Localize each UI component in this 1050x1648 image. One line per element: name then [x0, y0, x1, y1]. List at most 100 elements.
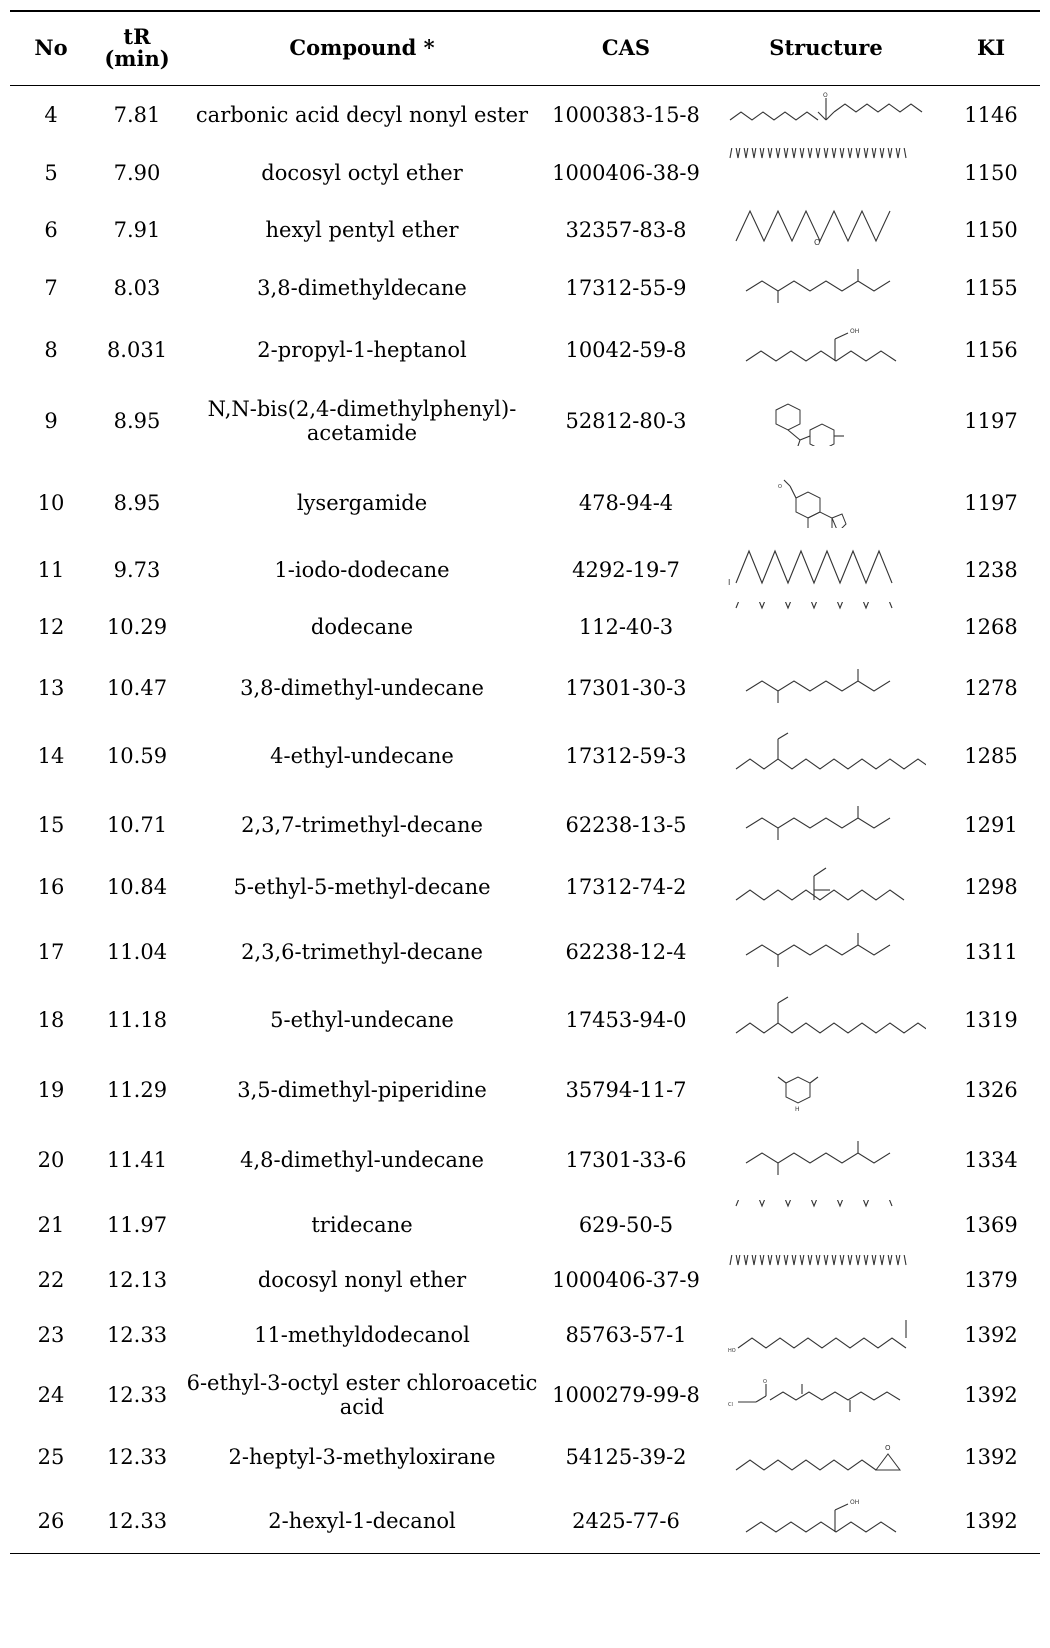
cell-structure: H: [710, 1055, 942, 1125]
table-row: 9 8.95 N,N-bis(2,4-dimethylphenyl)-acetami…: [10, 381, 1040, 461]
cell-tr: 8.031: [106, 337, 168, 362]
cell-ki: 1150: [964, 161, 1018, 185]
cell-structure: [710, 258, 942, 318]
table-row: 12 10.29 dodecane 112-40-3 1268: [10, 595, 1040, 659]
cell-no: 7: [44, 276, 58, 300]
table-row: 26 12.33 2-hexyl-1-decanol 2425-77-6 OH 1392: [10, 1489, 1040, 1553]
cell-ki: 1268: [964, 615, 1018, 639]
cell-cas: 35794-11-7: [565, 1078, 687, 1102]
cell-no: 14: [37, 744, 65, 768]
cell-structure: [710, 717, 942, 795]
svg-text:OH: OH: [850, 328, 859, 335]
table-row: 13 10.47 3,8-dimethyl-undecane 17301-30-3 12…: [10, 659, 1040, 717]
cell-ki: 1326: [964, 1078, 1018, 1102]
structure-alcohol-icon: OH: [745, 1499, 897, 1533]
table-row: 25 12.33 2-heptyl-3-methyloxirane 54125-39-…: [10, 1425, 1040, 1489]
cell-tr: 11.29: [106, 1078, 168, 1102]
table-row: 16 10.84 5-ethyl-5-methyl-decane 17312-74-2…: [10, 855, 1040, 919]
cell-cas: 629-50-5: [578, 1213, 674, 1237]
table-row: 8 8.031 2-propyl-1-heptanol 10042-59-8 OH 115…: [10, 318, 1040, 381]
svg-text:H: H: [795, 1106, 800, 1113]
table-row: 21 11.97 tridecane 629-50-5 1369: [10, 1195, 1040, 1255]
cell-structure: OH: [710, 1489, 942, 1553]
cell-compound: 5-ethyl-undecane: [270, 1008, 454, 1032]
structure-long-ether-icon: [729, 1255, 907, 1266]
structure-branched-alkane-icon: [745, 933, 891, 967]
svg-text:HO: HO: [728, 1348, 736, 1354]
cell-no: 4: [44, 103, 58, 128]
structure-carbonate-ester-icon: O: [729, 92, 923, 121]
structure-long-ether-icon: [729, 148, 907, 159]
cell-ki: 1319: [964, 1008, 1018, 1032]
header-no: No: [34, 35, 68, 61]
cell-compound: 3,8-dimethyldecane: [257, 276, 467, 300]
cell-structure: Cl O: [710, 1365, 942, 1425]
cell-no: 10: [37, 491, 65, 515]
cell-structure: I: [710, 545, 942, 595]
cell-ki: 1311: [964, 940, 1018, 964]
cell-compound: 2-hexyl-1-decanol: [268, 1508, 456, 1533]
cell-ki: 1155: [964, 276, 1018, 300]
cell-structure: [710, 659, 942, 717]
cell-cas: 1000406-37-9: [552, 1268, 700, 1292]
compound-table: No tR (min) Compound * CAS Structure KI 4…: [10, 10, 1040, 1554]
cell-cas: 2425-77-6: [572, 1508, 680, 1533]
cell-cas: 54125-39-2: [565, 1445, 687, 1469]
cell-tr: 12.13: [106, 1268, 168, 1292]
cell-structure: [710, 985, 942, 1055]
cell-no: 6: [44, 217, 58, 242]
cell-cas: 10042-59-8: [565, 337, 687, 362]
svg-text:O: O: [823, 92, 828, 99]
cell-cas: 4292-19-7: [572, 558, 680, 582]
svg-text:OH: OH: [850, 1499, 859, 1506]
cell-compound: tridecane: [311, 1213, 413, 1237]
cell-structure: [710, 795, 942, 855]
cell-cas: 17301-33-6: [565, 1148, 687, 1172]
cell-ki: 1298: [964, 875, 1018, 899]
structure-ether-icon: O: [735, 209, 891, 247]
structure-aromatic-amide-icon: O: [775, 403, 844, 446]
cell-no: 18: [37, 1008, 65, 1032]
structure-branched-alkane-icon: [745, 269, 891, 303]
table-row: 20 11.41 4,8-dimethyl-undecane 17301-33-6 13…: [10, 1125, 1040, 1195]
cell-structure: [710, 855, 942, 919]
cell-no: 5: [44, 161, 58, 185]
cell-tr: 11.97: [106, 1213, 168, 1237]
cell-compound: docosyl nonyl ether: [257, 1268, 467, 1292]
cell-structure: O: [710, 201, 942, 258]
cell-tr: 7.90: [113, 161, 161, 185]
header-tr: tR (min): [92, 11, 182, 85]
cell-tr: 11.41: [106, 1148, 168, 1172]
cell-compound: 3,5-dimethyl-piperidine: [237, 1078, 487, 1102]
table-row: 23 12.33 11-methyldodecanol 85763-57-1 HO 139…: [10, 1305, 1040, 1365]
cell-cas: 62238-12-4: [565, 940, 687, 964]
header-tr-symbol: tR: [123, 24, 151, 50]
table-row: 24 12.33 6-ethyl-3-octyl ester chloroaceti…: [10, 1365, 1040, 1425]
cell-compound: 3,8-dimethyl-undecane: [240, 676, 484, 700]
cell-tr: 7.91: [113, 217, 161, 242]
table-row: 5 7.90 docosyl octyl ether 1000406-38-9 1150: [10, 145, 1040, 201]
cell-ki: 1369: [964, 1213, 1018, 1237]
table-row: 15 10.71 2,3,7-trimethyl-decane 62238-13-5 1…: [10, 795, 1040, 855]
cell-ki: 1146: [964, 103, 1018, 128]
cell-ki: 1392: [964, 1508, 1018, 1533]
cell-ki: 1150: [964, 217, 1018, 242]
cell-ki: 1197: [964, 409, 1018, 433]
structure-branched-alcohol-icon: HO: [728, 1320, 907, 1354]
cell-cas: 17312-74-2: [565, 875, 687, 899]
svg-text:O: O: [763, 1379, 767, 1385]
cell-cas: 62238-13-5: [565, 813, 687, 837]
structure-oxirane-icon: O: [735, 1444, 901, 1471]
cell-ki: 1392: [964, 1445, 1018, 1469]
cell-cas: 1000383-15-8: [552, 103, 700, 128]
header-cas: CAS: [601, 35, 651, 61]
structure-ethyl-alkane-icon: [735, 732, 926, 770]
cell-compound: 2,3,6-trimethyl-decane: [241, 940, 483, 964]
cell-structure: [710, 1255, 942, 1305]
cell-no: 21: [37, 1213, 65, 1237]
cell-no: 19: [37, 1078, 65, 1102]
cell-ki: 1197: [964, 491, 1018, 515]
cell-tr: 10.59: [106, 744, 168, 768]
structure-branched-alkane-icon: [745, 669, 891, 703]
table-row: 6 7.91 hexyl pentyl ether 32357-83-8 O 1150: [10, 201, 1040, 258]
